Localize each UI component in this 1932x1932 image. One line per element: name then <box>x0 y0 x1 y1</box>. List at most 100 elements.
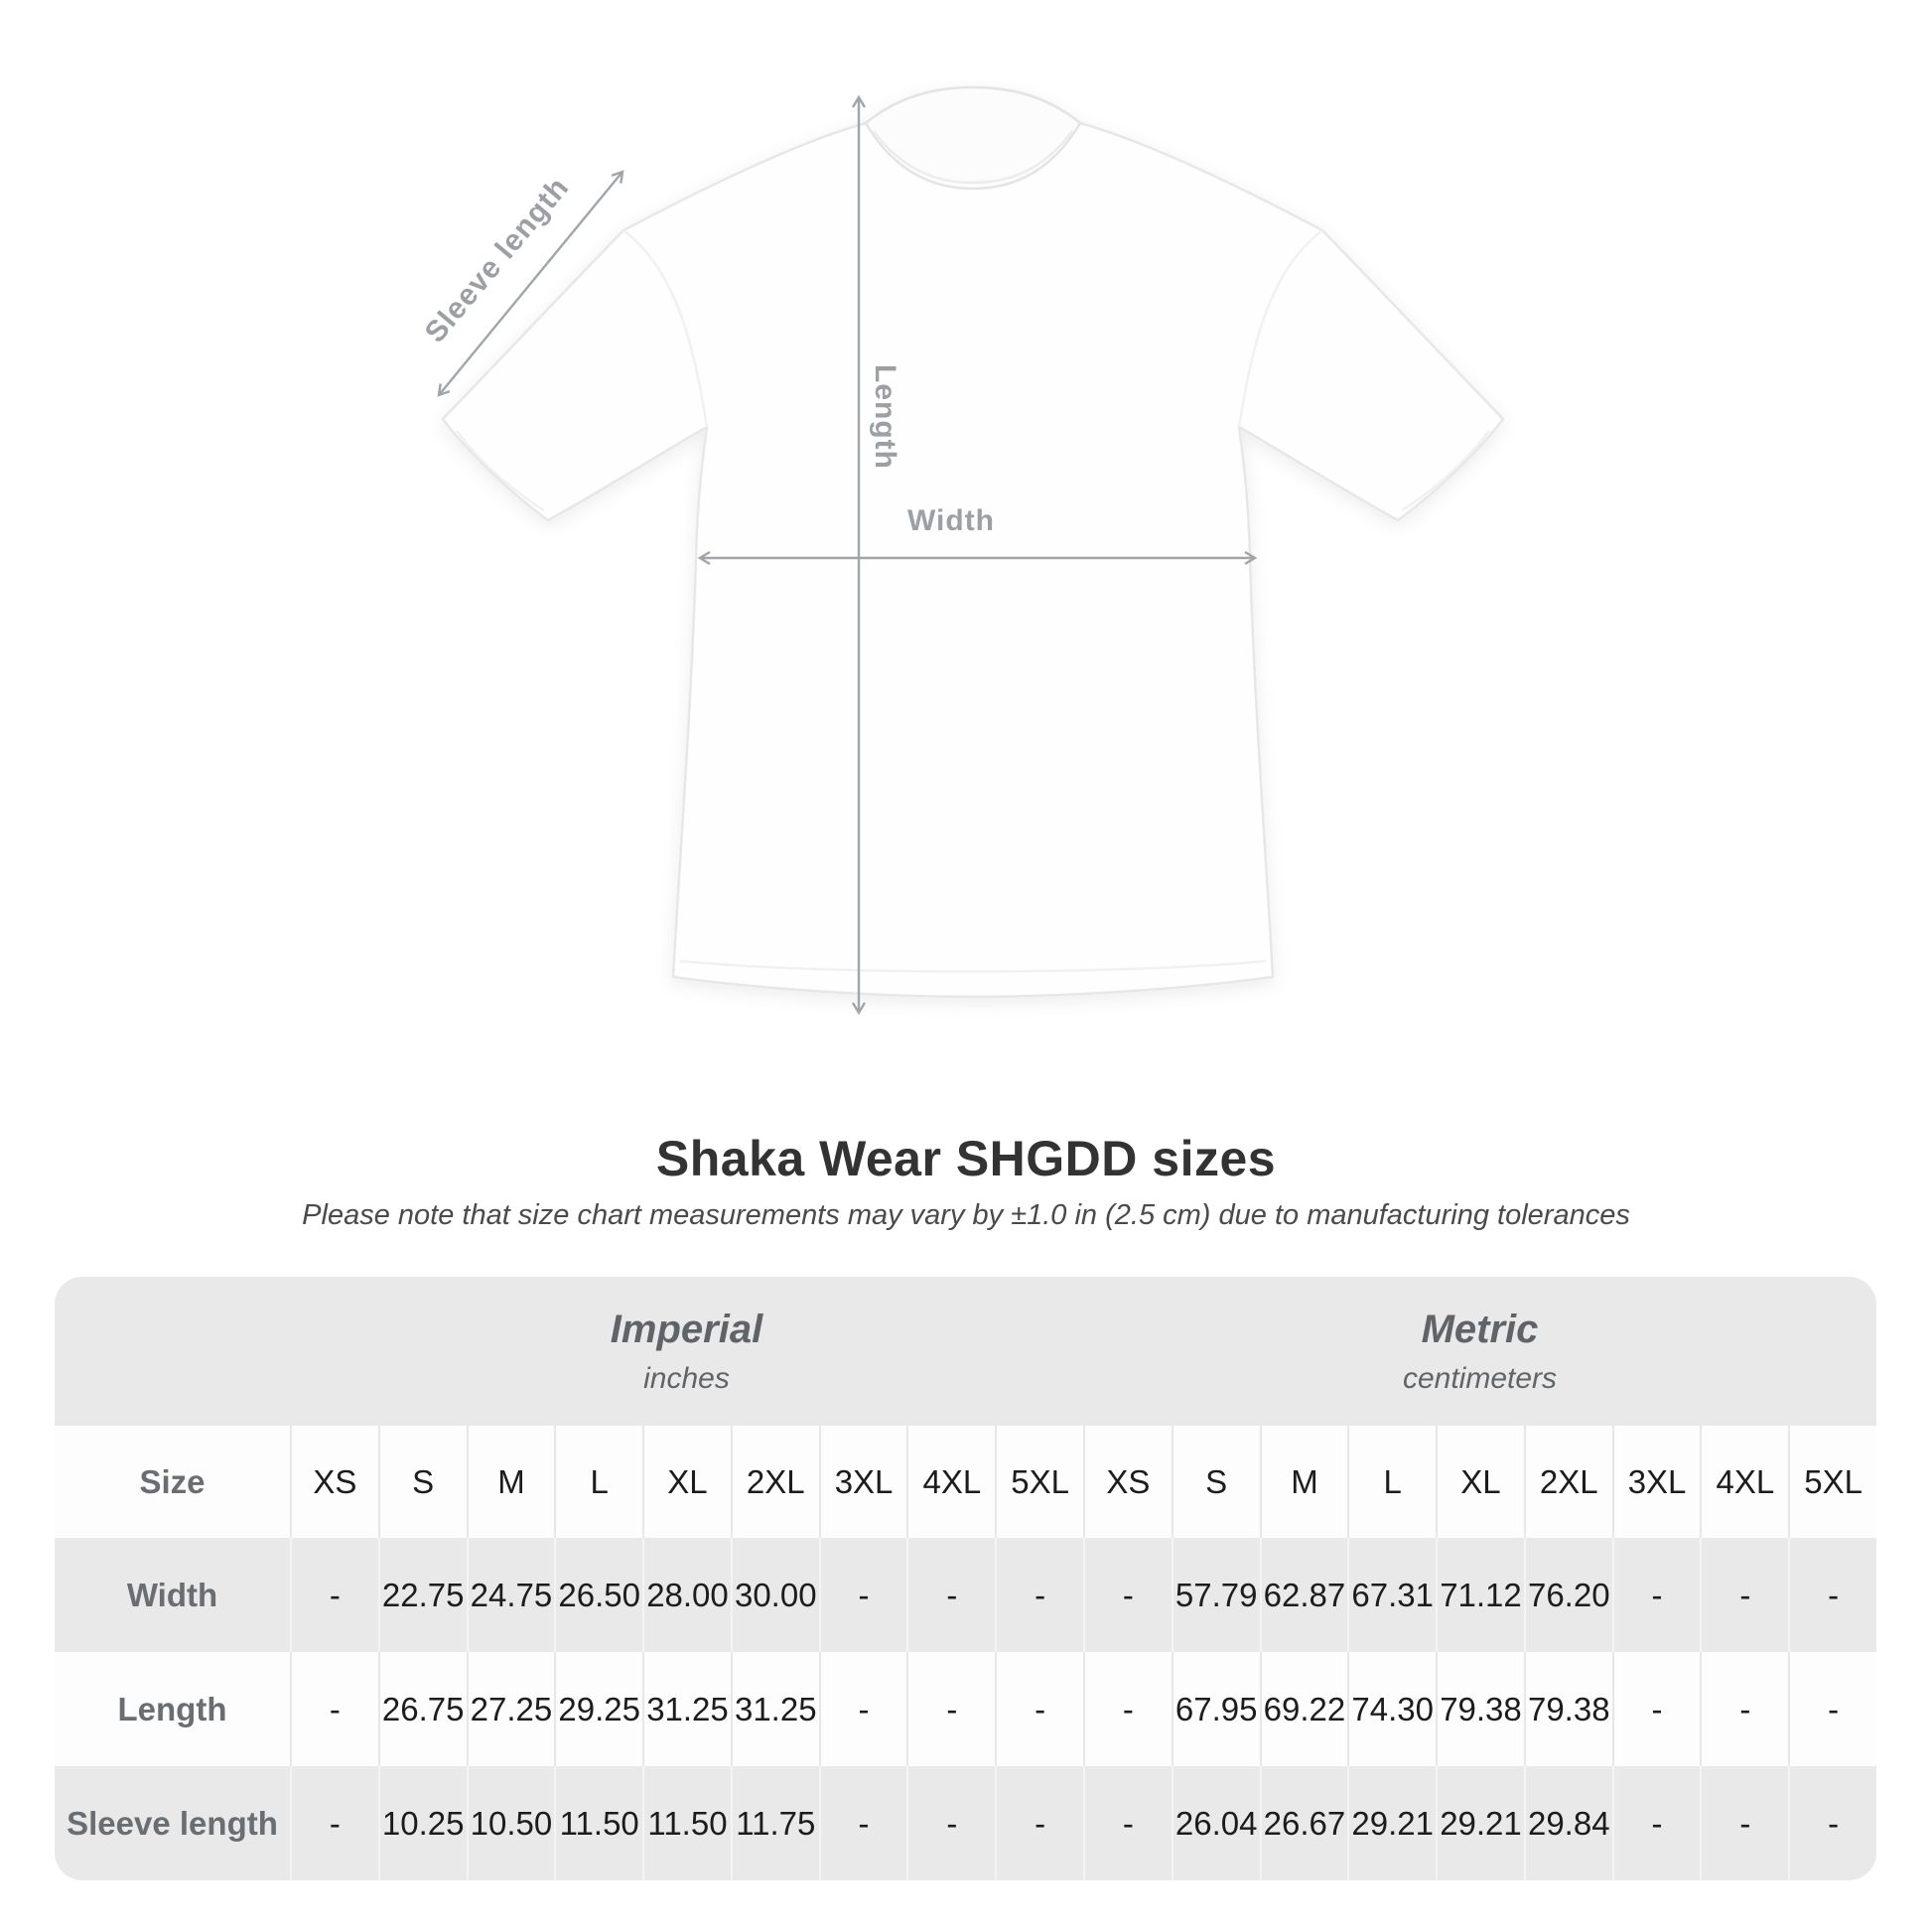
size-header-cell: 2XL <box>730 1426 819 1538</box>
value-cell-metric: 57.79 <box>1171 1538 1260 1652</box>
page-subtitle: Please note that size chart measurements… <box>302 1199 1630 1231</box>
value-cell-imperial: - <box>995 1538 1083 1652</box>
value-cell-metric: - <box>1700 1538 1788 1652</box>
size-header-row: Size XS S M L XL 2XL 3XL 4XL 5XL XS S M L XL 2XL 3XL 4XL… <box>55 1426 1876 1538</box>
value-cell-imperial: 11.50 <box>554 1766 642 1880</box>
size-header-cell: S <box>377 1426 467 1538</box>
measurement-row: Width -22.75 24.75 26.50 28.00 30.00- - - -57.79… <box>55 1538 1876 1652</box>
value-cell-metric: 29.21 <box>1347 1766 1436 1880</box>
row-label: Length <box>117 1690 227 1727</box>
value-cell-imperial: - <box>995 1766 1083 1880</box>
value-cell-imperial: - <box>818 1538 907 1652</box>
value-cell-metric: 29.84 <box>1523 1766 1612 1880</box>
value-cell-metric: 26.04 <box>1171 1766 1260 1880</box>
value-cell-imperial: 30.00 <box>730 1538 819 1652</box>
value-cell-imperial: 28.00 <box>642 1538 731 1652</box>
size-header-cell: 4XL <box>1700 1426 1788 1538</box>
size-header-cell: L <box>554 1426 642 1538</box>
size-header-cell: 2XL <box>1523 1426 1612 1538</box>
size-header-cell: L <box>1347 1426 1436 1538</box>
value-cell-imperial: 31.25 <box>730 1652 819 1766</box>
value-cell-metric: - <box>1083 1652 1172 1766</box>
row-label: Width <box>126 1576 218 1613</box>
value-cell-imperial: 26.50 <box>554 1538 642 1652</box>
size-header-cell: M <box>466 1426 555 1538</box>
value-cell-metric: 67.95 <box>1171 1652 1260 1766</box>
size-header-cell: S <box>1171 1426 1260 1538</box>
value-cell-metric: 67.31 <box>1347 1538 1436 1652</box>
tshirt-measurement-diagram: Length Width Sleeve length <box>377 81 1569 1039</box>
size-header-cell: 3XL <box>818 1426 907 1538</box>
value-cell-imperial: 29.25 <box>554 1652 642 1766</box>
unit-group-header-row: Imperial inches Metric centimeters <box>55 1277 1876 1426</box>
row-label: Sleeve length <box>67 1804 278 1842</box>
value-cell-metric: 29.21 <box>1436 1766 1524 1880</box>
value-cell-imperial: - <box>906 1766 995 1880</box>
size-header-cell: 5XL <box>995 1426 1083 1538</box>
size-column-header: Size <box>139 1462 206 1500</box>
value-cell-metric: - <box>1788 1652 1876 1766</box>
value-cell-metric: 26.67 <box>1259 1766 1348 1880</box>
measurement-row: Sleeve length -10.25 10.50 11.50 11.50 11.75-… <box>55 1766 1876 1880</box>
tshirt-graphic <box>441 85 1505 999</box>
value-cell-imperial: - <box>906 1652 995 1766</box>
tshirt-svg: Length Width Sleeve length <box>419 85 1505 1039</box>
size-header-cell: XS <box>1083 1426 1172 1538</box>
size-header-cell: 5XL <box>1788 1426 1876 1538</box>
value-cell-imperial: 24.75 <box>466 1538 555 1652</box>
size-header-cell: 4XL <box>906 1426 995 1538</box>
value-cell-imperial: 26.75 <box>377 1652 467 1766</box>
size-header-cell: XL <box>642 1426 731 1538</box>
value-cell-metric: 71.12 <box>1436 1538 1524 1652</box>
value-cell-imperial: - <box>818 1766 907 1880</box>
unit-group-unit: inches <box>643 1361 730 1395</box>
value-cell-imperial: 11.50 <box>642 1766 731 1880</box>
value-cell-metric: 74.30 <box>1347 1652 1436 1766</box>
sleeve-length-arrow <box>439 172 622 395</box>
value-cell-imperial: - <box>290 1766 378 1880</box>
value-cell-imperial: 27.25 <box>466 1652 555 1766</box>
length-arrow-label: Length <box>869 364 901 470</box>
value-cell-imperial: - <box>906 1538 995 1652</box>
value-cell-metric: - <box>1700 1652 1788 1766</box>
value-cell-metric: - <box>1611 1538 1701 1652</box>
size-chart-rows: Width -22.75 24.75 26.50 28.00 30.00- - - -57.79… <box>55 1538 1876 1880</box>
value-cell-metric: 79.38 <box>1436 1652 1524 1766</box>
value-cell-metric: - <box>1611 1652 1701 1766</box>
value-cell-imperial: 11.75 <box>730 1766 819 1880</box>
value-cell-imperial: 22.75 <box>377 1538 467 1652</box>
value-cell-metric: - <box>1611 1766 1701 1880</box>
unit-group-name: Imperial <box>610 1307 763 1351</box>
unit-group-name: Metric <box>1421 1307 1539 1351</box>
page-title: Shaka Wear SHGDD sizes <box>655 1131 1277 1186</box>
size-header-cell: M <box>1259 1426 1348 1538</box>
value-cell-metric: - <box>1788 1766 1876 1880</box>
value-cell-imperial: 10.50 <box>466 1766 555 1880</box>
value-cell-imperial: - <box>818 1652 907 1766</box>
unit-group-unit: centimeters <box>1402 1361 1558 1395</box>
unit-group-imperial: Imperial inches <box>290 1277 1083 1426</box>
size-chart-card: Imperial inches Metric centimeters Size … <box>55 1277 1876 1880</box>
value-cell-imperial: - <box>290 1652 378 1766</box>
value-cell-metric: - <box>1083 1538 1172 1652</box>
value-cell-metric: 79.38 <box>1523 1652 1612 1766</box>
unit-group-metric: Metric centimeters <box>1083 1277 1876 1426</box>
measurement-annotations <box>439 97 1255 1013</box>
value-cell-imperial: 10.25 <box>377 1766 467 1880</box>
value-cell-metric: 76.20 <box>1523 1538 1612 1652</box>
size-header-cell: XS <box>290 1426 378 1538</box>
width-arrow-label: Width <box>907 504 995 537</box>
value-cell-imperial: - <box>290 1538 378 1652</box>
value-cell-metric: 62.87 <box>1259 1538 1348 1652</box>
size-header-cell: XL <box>1436 1426 1524 1538</box>
value-cell-metric: - <box>1083 1766 1172 1880</box>
value-cell-metric: 69.22 <box>1259 1652 1348 1766</box>
collar <box>864 85 1082 191</box>
value-cell-imperial: 31.25 <box>642 1652 731 1766</box>
value-cell-metric: - <box>1788 1538 1876 1652</box>
value-cell-imperial: - <box>995 1652 1083 1766</box>
measurement-row: Length -26.75 27.25 29.25 31.25 31.25- - - -67.9… <box>55 1652 1876 1766</box>
value-cell-metric: - <box>1700 1766 1788 1880</box>
size-header-cell: 3XL <box>1611 1426 1701 1538</box>
